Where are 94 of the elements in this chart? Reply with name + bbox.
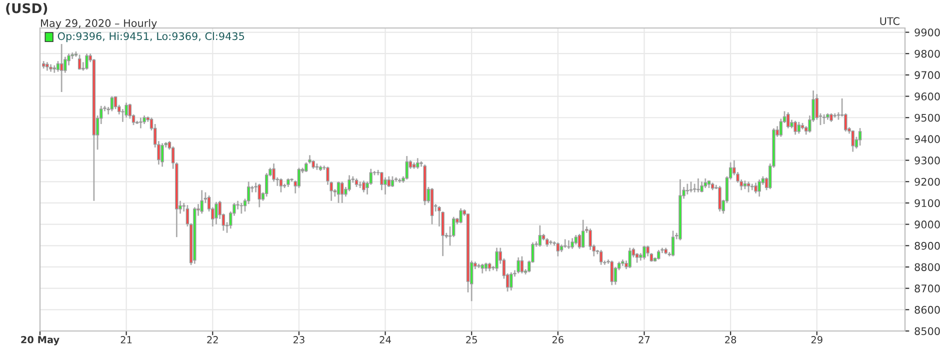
candlestick <box>56 60 60 72</box>
candlestick <box>758 178 761 198</box>
y-tick-label: 9600 <box>914 92 940 100</box>
candlestick <box>258 183 261 208</box>
candlestick <box>265 172 268 198</box>
candlestick <box>642 244 646 260</box>
x-tick-label: 26 <box>552 336 564 344</box>
candlestick <box>700 180 704 193</box>
candlestick <box>628 247 632 269</box>
candlestick <box>671 230 675 258</box>
x-tick-label: 24 <box>380 336 391 344</box>
candlestick <box>110 96 114 112</box>
chart-title: (USD) <box>6 3 48 15</box>
y-tick-label: 9300 <box>914 156 940 164</box>
candlestick <box>610 260 614 286</box>
candlestick <box>380 171 384 191</box>
candlestick <box>851 130 854 152</box>
candlestick <box>570 237 574 250</box>
text: UTC <box>880 17 900 26</box>
candlestick <box>564 238 567 248</box>
x-tick-label: 29 <box>811 336 822 344</box>
candlestick <box>480 263 484 274</box>
candlestick <box>696 178 700 193</box>
candlestick <box>362 180 366 193</box>
candlestick <box>121 108 124 123</box>
y-tick-label: 8800 <box>914 263 940 272</box>
y-tick-label: 9800 <box>914 50 940 58</box>
y-tick-label: 8700 <box>914 284 940 292</box>
y-tick-label: 8500 <box>914 327 940 336</box>
candlestick <box>214 201 218 226</box>
candlestick <box>85 52 88 70</box>
candlestick <box>646 244 650 258</box>
candlestick <box>200 189 204 214</box>
candlestick <box>272 162 276 182</box>
candlestick <box>686 183 689 196</box>
x-tick-label: 27 <box>638 336 650 344</box>
candlestick <box>495 247 498 272</box>
x-tick-label: 28 <box>725 336 736 344</box>
x-tick-label: 23 <box>293 336 304 344</box>
candlestick <box>754 182 758 194</box>
candlestick <box>416 157 420 170</box>
x-tick-label: 25 <box>466 336 477 344</box>
candlestick <box>139 116 142 129</box>
x-tick-label: 20 May <box>21 336 60 346</box>
y-tick-label: 9500 <box>914 114 940 122</box>
candlestick <box>786 112 790 129</box>
candlestick <box>336 180 340 204</box>
candlestick <box>822 114 826 125</box>
candlestick <box>160 142 164 168</box>
y-tick-label: 9100 <box>914 199 940 208</box>
candlestick <box>510 272 513 292</box>
candlestick <box>358 180 362 189</box>
candlestick <box>794 120 797 136</box>
candlestick <box>635 252 639 264</box>
candlestick <box>599 249 603 266</box>
candlestick <box>516 256 520 274</box>
candlestick <box>578 233 582 250</box>
y-tick-label: 9700 <box>914 71 940 80</box>
y-tick-label: 8600 <box>914 306 940 314</box>
candlestick <box>124 102 128 118</box>
candlestick <box>657 249 660 260</box>
candlestick <box>340 180 344 204</box>
x-tick-label: 21 <box>120 336 132 344</box>
x-tick-label: 22 <box>207 336 218 344</box>
candlestick <box>718 185 722 212</box>
annotation: Op:9396, Hi:9451, Lo:9369, Cl:9435 <box>58 32 244 42</box>
candlestick <box>384 176 387 196</box>
candlestick <box>390 176 394 188</box>
candlestick <box>304 162 308 173</box>
candlestick <box>405 155 408 180</box>
y-tick-label: 8900 <box>914 242 940 250</box>
chart-subtitle: May 29, 2020 – Hourly <box>41 19 157 30</box>
candlestick <box>78 54 82 70</box>
candlestick <box>567 240 570 250</box>
candlestick <box>315 162 319 171</box>
candlestick <box>279 178 283 193</box>
candlestick <box>520 256 524 274</box>
candlestick <box>236 200 240 210</box>
y-tick-label: 9400 <box>914 135 940 144</box>
candlestick <box>574 234 578 246</box>
candlestick <box>797 121 800 134</box>
candlestick <box>704 178 707 189</box>
y-tick-label: 9000 <box>914 220 940 228</box>
candlestick <box>538 224 542 248</box>
candlestick <box>689 180 693 193</box>
y-tick-label: 9900 <box>914 28 940 36</box>
candlestick <box>459 208 462 224</box>
candlestick <box>746 180 750 193</box>
candlestick <box>858 127 862 146</box>
candlestick <box>556 242 560 258</box>
candlestick <box>240 202 244 214</box>
y-tick-label: 9200 <box>914 178 940 186</box>
candlestick <box>60 43 64 93</box>
candlestick <box>582 219 585 248</box>
